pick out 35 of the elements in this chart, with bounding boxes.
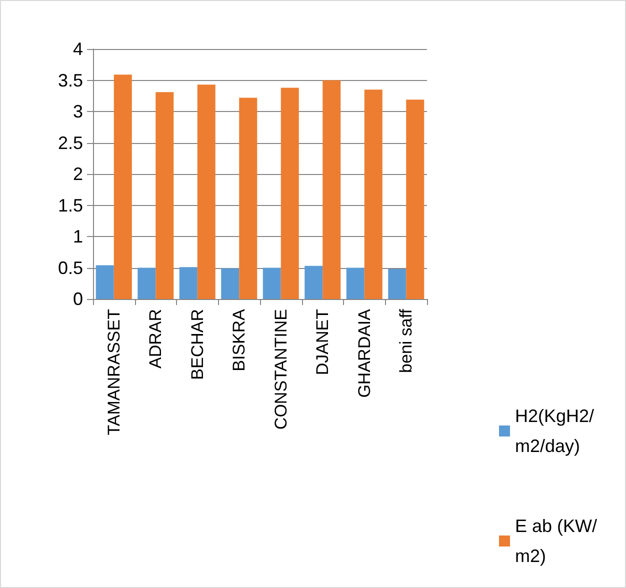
legend-label: H2(KgH2/m2/day) [515,406,594,456]
x-tick-label: beni saff [396,308,416,373]
bar [346,268,364,299]
y-tick-label: 4 [72,39,83,59]
x-tick-label: BISKRA [230,308,249,372]
x-tick-label: GHARDAIA [354,308,374,398]
x-tick-label: CONSTANTINE [271,309,290,430]
bar [96,265,114,299]
x-tick-label: TAMANRASSET [104,309,124,436]
bar [239,98,258,299]
bar [322,80,341,299]
bar [197,84,216,299]
y-tick-label: 3 [72,102,83,122]
x-tick-label: ADRAR [146,309,166,369]
bar [179,267,198,299]
bar [364,90,382,299]
y-tick-label: 2 [72,164,83,184]
x-tick-label: BECHAR [188,309,207,380]
bar [388,269,406,299]
bar [304,266,323,299]
bar [221,268,240,299]
y-tick-label: 3.5 [58,70,83,90]
bar [138,268,156,299]
legend-label: E ab (KW/m2) [515,516,598,566]
bar [262,268,281,299]
y-tick-label: 0.5 [58,258,83,278]
y-tick-label: 1 [72,226,83,246]
y-tick-label: 2.5 [58,132,83,153]
y-tick-label: 1.5 [58,195,83,216]
bar [156,92,174,299]
x-tick-label: DJANET [313,309,332,376]
bar [406,100,424,299]
y-tick-label: 0 [72,289,83,309]
bar [280,88,299,299]
bar [114,74,132,299]
